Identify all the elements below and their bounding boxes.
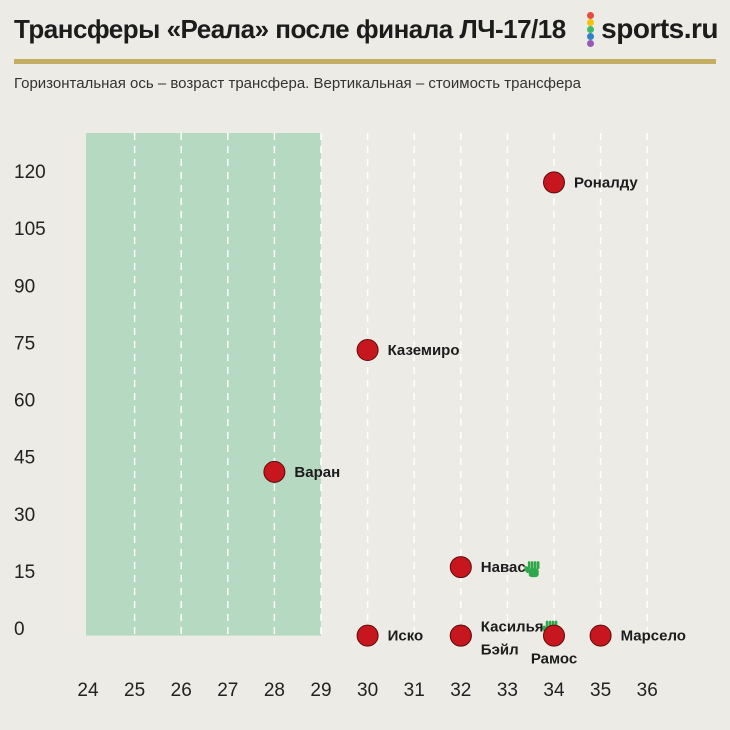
x-tick-label: 33 xyxy=(497,680,518,701)
y-tick-label: 75 xyxy=(14,333,35,354)
data-point: Марсело xyxy=(589,624,686,647)
point-marker xyxy=(449,624,472,647)
y-tick-label: 30 xyxy=(14,505,35,526)
y-tick-label: 120 xyxy=(14,162,46,183)
logo-dot xyxy=(587,26,595,33)
point-marker xyxy=(356,338,379,361)
point-label: Каземиро xyxy=(388,342,460,359)
point-marker xyxy=(356,624,379,647)
point-label: Рамос xyxy=(531,651,577,668)
y-tick-label: 90 xyxy=(14,276,35,297)
logo-dots-icon xyxy=(587,12,595,47)
x-tick-label: 36 xyxy=(637,680,658,701)
point-label: Бэйл xyxy=(481,642,519,659)
point-label: Иско xyxy=(388,628,424,645)
logo-dot xyxy=(587,33,595,40)
x-tick-label: 25 xyxy=(124,680,145,701)
x-tick-label: 28 xyxy=(264,680,285,701)
point-marker xyxy=(589,624,612,647)
x-tick-label: 26 xyxy=(171,680,192,701)
y-tick-label: 45 xyxy=(14,448,35,469)
point-marker xyxy=(263,460,286,483)
goalkeeper-glove-icon xyxy=(524,561,540,578)
point-marker xyxy=(543,624,565,647)
point-marker xyxy=(449,556,472,579)
point-marker xyxy=(543,171,565,194)
logo-text: sports.ru xyxy=(601,13,718,44)
highlight-band xyxy=(86,133,321,636)
point-label: Варан xyxy=(294,464,340,481)
y-tick-label: 15 xyxy=(14,562,35,583)
page-title: Трансферы «Реала» после финала ЛЧ-17/18 xyxy=(14,14,566,44)
x-tick-label: 31 xyxy=(404,680,425,701)
x-tick-label: 27 xyxy=(217,680,238,701)
y-tick-label: 0 xyxy=(14,619,25,640)
y-tick-label: 60 xyxy=(14,391,35,412)
chart-subtitle: Горизонтальная ось – возраст трансфера. … xyxy=(14,75,581,92)
data-point: Каземиро xyxy=(356,338,460,361)
data-point: Иско xyxy=(356,624,424,647)
logo-dot xyxy=(587,12,595,19)
point-label: Роналду xyxy=(574,174,638,191)
data-point: Бэйл xyxy=(449,624,519,659)
y-tick-label: 105 xyxy=(14,219,46,240)
point-label: Навас xyxy=(481,559,526,576)
x-tick-label: 30 xyxy=(357,680,378,701)
point-label: Касилья xyxy=(481,619,544,636)
data-point: Варан xyxy=(263,460,340,483)
data-point: Роналду xyxy=(543,171,638,194)
x-tick-label: 35 xyxy=(590,680,611,701)
x-tick-label: 24 xyxy=(77,680,99,701)
sports-ru-logo: sports.ru xyxy=(587,12,718,47)
logo-dot xyxy=(587,19,595,26)
logo-dot xyxy=(587,40,595,47)
data-point: Рамос xyxy=(531,624,577,668)
title-rule xyxy=(14,59,716,64)
x-tick-label: 29 xyxy=(310,680,331,701)
x-tick-label: 34 xyxy=(543,680,565,701)
point-label: Марсело xyxy=(621,628,686,645)
data-point: Навас xyxy=(449,556,540,579)
x-tick-label: 32 xyxy=(450,680,471,701)
